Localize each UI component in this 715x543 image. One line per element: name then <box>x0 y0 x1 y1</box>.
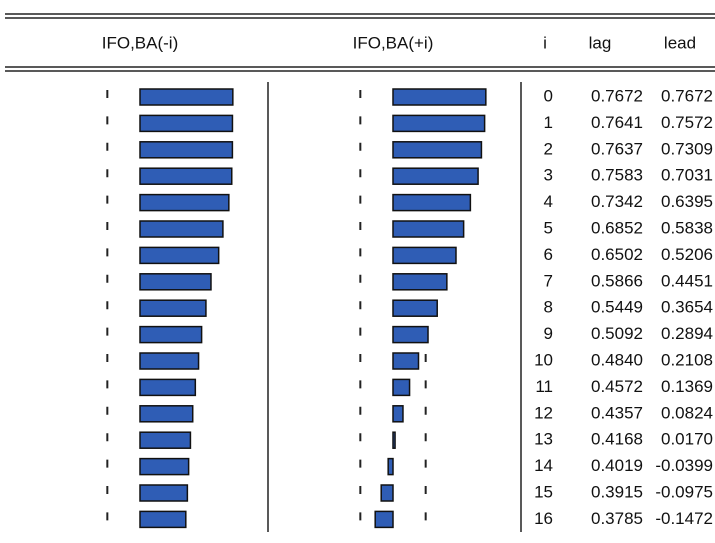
bar <box>392 114 486 133</box>
lag-value: 0.7641 <box>591 113 643 132</box>
bar <box>139 88 234 106</box>
lead-value: 0.0170 <box>661 430 713 449</box>
lead-value: 0.2108 <box>661 350 713 369</box>
header: i <box>543 33 547 52</box>
lead-value: 0.7572 <box>661 113 713 132</box>
lag-value: 0.7583 <box>591 166 643 185</box>
bar <box>392 167 479 185</box>
bar <box>139 352 200 370</box>
row-index: 15 <box>534 482 553 501</box>
lag-value: 0.7342 <box>591 192 643 211</box>
lead-value: 0.5838 <box>661 218 713 237</box>
bar <box>392 220 465 238</box>
bar <box>392 88 487 106</box>
bar <box>139 484 189 502</box>
lag-value: 0.5449 <box>591 298 643 317</box>
lag-value: 0.6852 <box>591 218 643 237</box>
bar <box>392 378 411 397</box>
bar <box>392 431 396 449</box>
row-index: 13 <box>534 430 553 449</box>
lead-value: -0.0975 <box>655 482 713 501</box>
lag-value: 0.4168 <box>591 430 643 449</box>
header: IFO,BA(-i) <box>102 33 179 52</box>
lag-value: 0.4840 <box>591 350 643 369</box>
row-index: 12 <box>534 403 553 422</box>
row-index: 16 <box>534 509 553 528</box>
bar <box>392 325 429 344</box>
row-index: 4 <box>544 192 553 211</box>
lag-value: 0.4019 <box>591 456 643 475</box>
bar <box>139 431 192 449</box>
row-index: 7 <box>544 271 553 290</box>
row-index: 6 <box>544 245 553 264</box>
lag-value: 0.4357 <box>591 403 643 422</box>
row-index: 9 <box>544 324 553 343</box>
lead-value: -0.0399 <box>655 456 713 475</box>
bar <box>139 141 234 159</box>
bar <box>139 325 203 344</box>
bar <box>380 484 394 502</box>
row-index: 1 <box>544 113 553 132</box>
lead-value: 0.0824 <box>661 403 713 422</box>
lead-value: 0.7309 <box>661 139 713 158</box>
row-index: 8 <box>544 298 553 317</box>
row-index: 11 <box>535 377 553 396</box>
bar <box>139 299 207 317</box>
bar <box>392 141 483 159</box>
bar <box>139 114 234 133</box>
header: IFO,BA(+i) <box>353 33 434 52</box>
lead-value: -0.1472 <box>655 509 713 528</box>
lead-value: 0.7031 <box>661 166 713 185</box>
lag-value: 0.5866 <box>591 271 643 290</box>
bar <box>392 405 404 423</box>
bar <box>139 220 224 238</box>
header: lag <box>589 33 612 52</box>
lead-value: 0.3654 <box>661 298 713 317</box>
bar <box>392 273 448 291</box>
bar <box>392 299 438 317</box>
lag-value: 0.7637 <box>591 139 643 158</box>
bar <box>139 273 212 291</box>
bar <box>139 246 220 265</box>
row-index: 10 <box>534 350 553 369</box>
row-index: 5 <box>544 218 553 237</box>
bar <box>392 352 420 370</box>
lead-value: 0.5206 <box>661 245 713 264</box>
header: lead <box>664 33 696 52</box>
lag-value: 0.3915 <box>591 482 643 501</box>
lag-value: 0.3785 <box>591 509 643 528</box>
bar <box>387 457 394 476</box>
bar <box>374 510 394 529</box>
lag-value: 0.7672 <box>591 86 643 105</box>
bar <box>139 510 187 529</box>
lead-value: 0.1369 <box>661 377 713 396</box>
bar <box>392 193 472 212</box>
lead-value: 0.7672 <box>661 86 713 105</box>
bar <box>139 193 230 212</box>
bar <box>139 378 197 397</box>
lag-value: 0.5092 <box>591 324 643 343</box>
lag-value: 0.6502 <box>591 245 643 264</box>
lead-value: 0.4451 <box>661 271 713 290</box>
lead-value: 0.2894 <box>661 324 713 343</box>
row-index: 0 <box>544 86 553 105</box>
lead-value: 0.6395 <box>661 192 713 211</box>
row-index: 14 <box>534 456 553 475</box>
row-index: 2 <box>544 139 553 158</box>
bar <box>139 457 190 476</box>
bar <box>139 167 233 185</box>
bar <box>392 246 457 265</box>
bar <box>139 405 194 423</box>
row-index: 3 <box>544 166 553 185</box>
lag-value: 0.4572 <box>591 377 643 396</box>
